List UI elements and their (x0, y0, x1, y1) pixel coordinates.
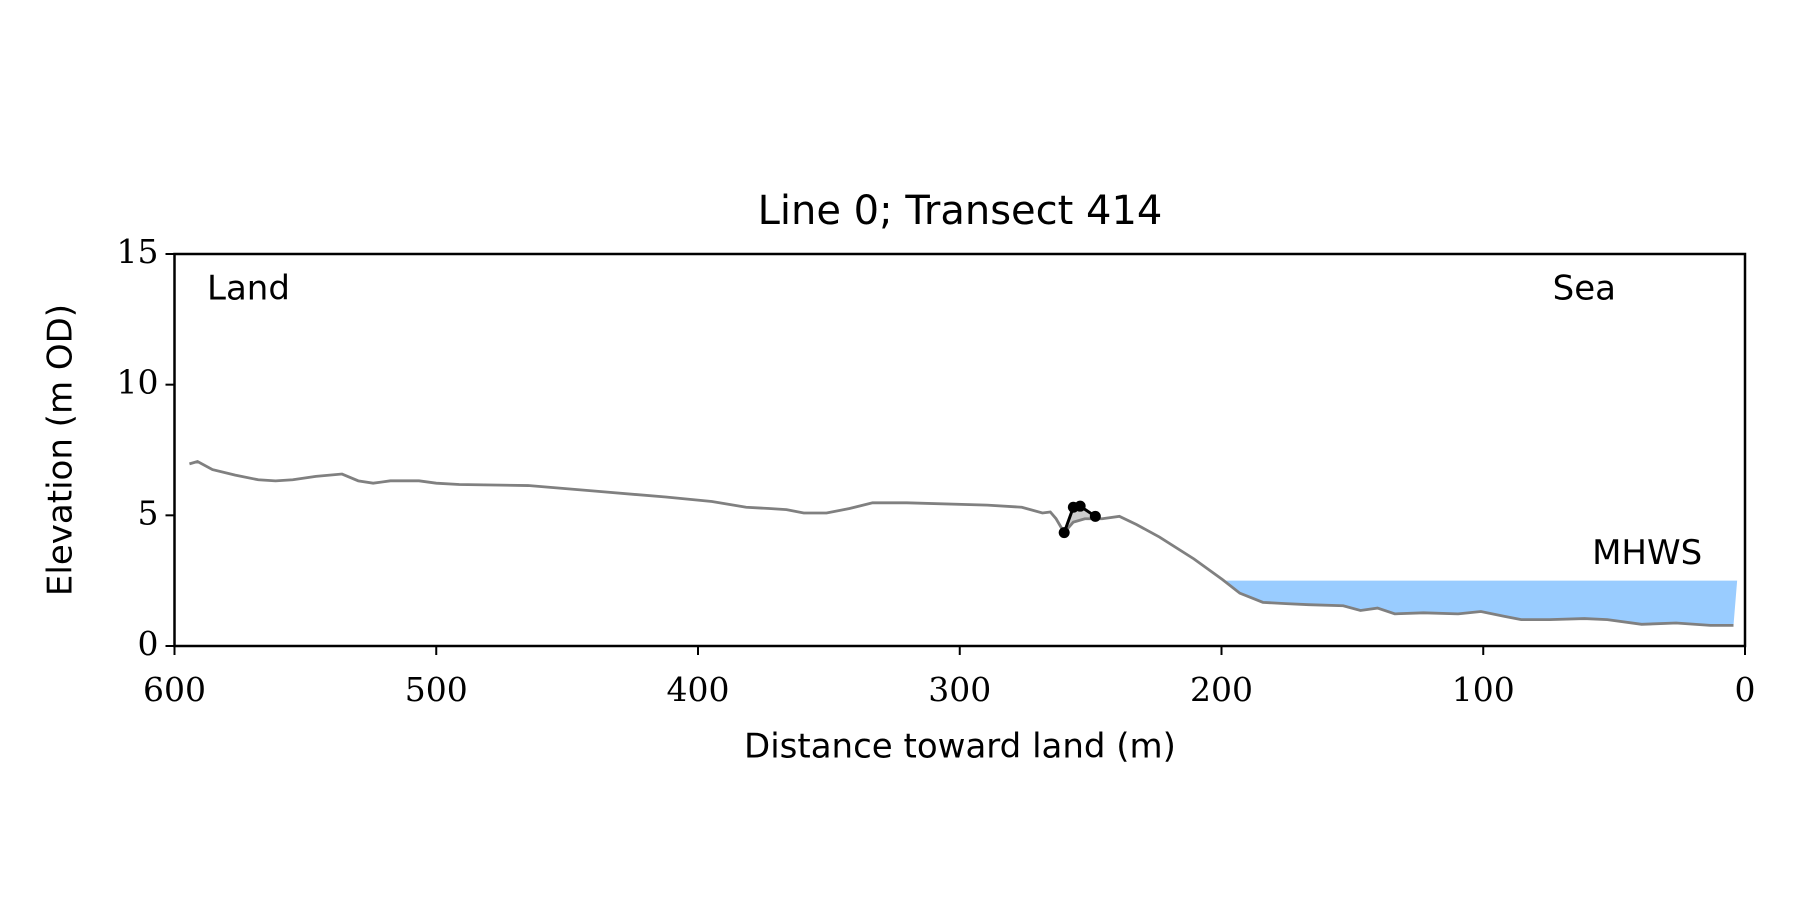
y-tick-label: 15 (117, 232, 159, 271)
x-tick-label: 100 (1452, 670, 1515, 709)
feature-point (1074, 500, 1086, 512)
mhws-area (1224, 580, 1738, 626)
land-annotation: Land (207, 269, 290, 309)
y-tick-label: 5 (138, 493, 159, 532)
x-tick-label: 500 (405, 670, 468, 709)
y-axis-label: Elevation (m OD) (41, 304, 81, 596)
sea-annotation: Sea (1553, 269, 1616, 309)
x-axis-label: Distance toward land (m) (744, 727, 1176, 767)
x-tick-label: 400 (667, 670, 730, 709)
x-tick-label: 600 (143, 670, 206, 709)
x-tick-label: 300 (928, 670, 991, 709)
feature-point (1089, 510, 1101, 522)
x-tick-label: 200 (1190, 670, 1253, 709)
y-tick-label: 0 (138, 624, 159, 663)
x-tick-label: 0 (1735, 670, 1756, 709)
y-tick-label: 10 (117, 363, 159, 402)
mhws-label: MHWS (1592, 533, 1702, 573)
profile-line (189, 459, 1734, 627)
chart-title: Line 0; Transect 414 (758, 188, 1163, 234)
feature-point (1058, 527, 1070, 539)
